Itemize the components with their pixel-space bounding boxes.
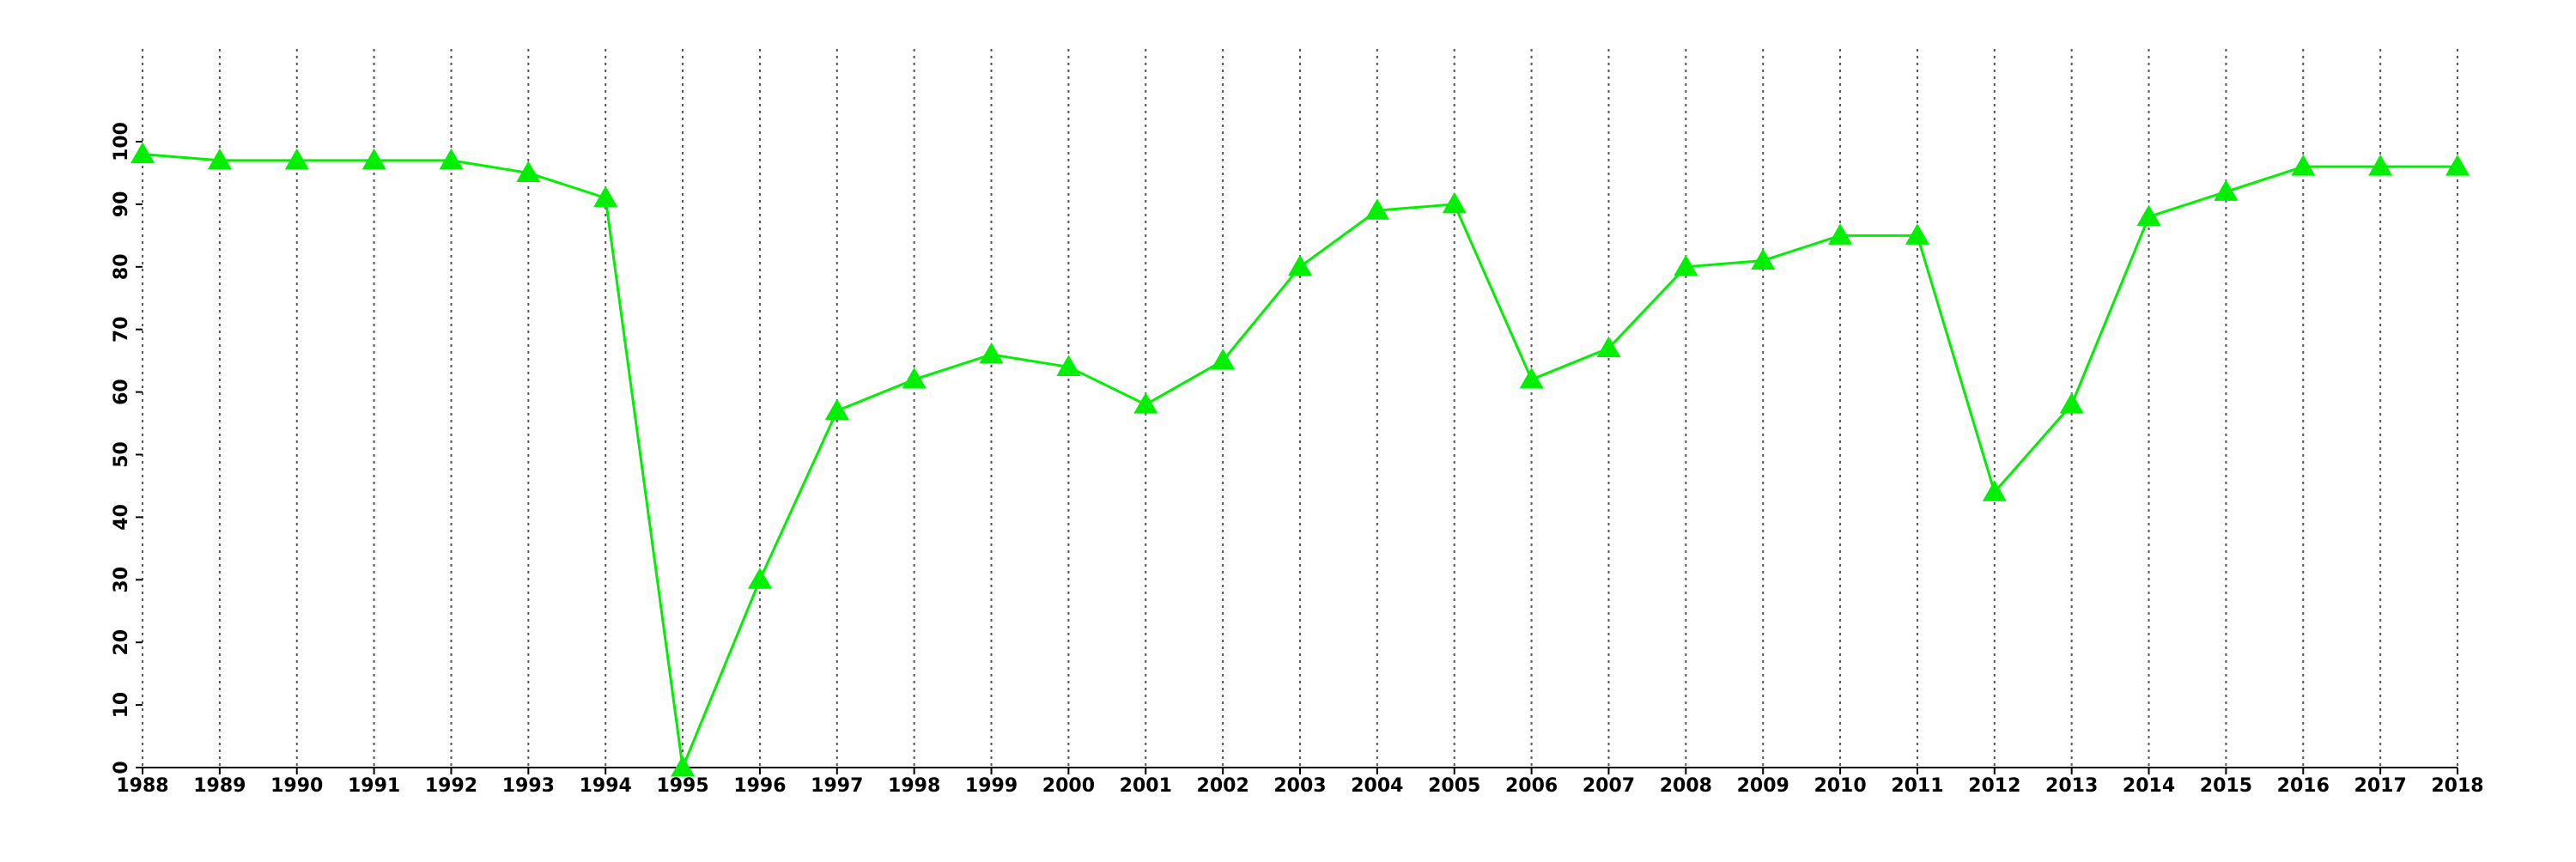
x-tick-label: 1990 [270,775,323,797]
x-tick-label: 2013 [2045,775,2098,797]
y-tick-label: 90 [111,191,132,218]
y-tick-label: 50 [111,441,132,468]
marker [1905,223,1929,245]
y-tick-label: 70 [111,316,132,343]
y-tick-label: 60 [111,379,132,405]
x-tick-label: 2003 [1273,775,1326,797]
marker [439,148,464,170]
x-tick-label: 1991 [348,775,400,797]
x-tick-label: 2015 [2200,775,2252,797]
y-tick-label: 0 [111,761,132,774]
x-tick-label: 1994 [580,775,632,797]
x-tick-label: 2014 [2123,775,2175,797]
marker [131,142,155,164]
x-tick-label: 2002 [1197,775,1249,797]
marker [1288,254,1312,276]
y-tick-label: 30 [111,567,132,593]
x-tick-label: 2018 [2431,775,2483,797]
y-tick-label: 100 [111,122,132,161]
x-tick-label: 2007 [1583,775,1635,797]
marker [1211,349,1236,370]
marker [1056,355,1081,376]
marker [2445,155,2470,176]
y-tick-label: 80 [111,253,132,280]
x-tick-label: 2017 [2354,775,2407,797]
x-tick-label: 1995 [656,775,708,797]
x-tick-label: 1996 [733,775,786,797]
marker [2059,392,2084,414]
x-tick-label: 2004 [1351,775,1403,797]
x-tick-label: 2006 [1505,775,1558,797]
x-tick-label: 2008 [1660,775,1712,797]
x-tick-label: 2005 [1428,775,1480,797]
x-tick-label: 1989 [193,775,246,797]
x-tick-label: 2009 [1737,775,1789,797]
marker [207,148,232,170]
x-tick-label: 1992 [425,775,477,797]
marker [1596,336,1621,358]
y-tick-label: 20 [111,629,132,656]
marker [2214,179,2239,201]
marker [593,185,618,208]
x-tick-label: 2000 [1042,775,1095,797]
marker [2136,204,2161,226]
marker [2368,155,2393,176]
x-tick-label: 1999 [965,775,1018,797]
x-tick-label: 2012 [1968,775,2020,797]
marker [1364,198,1389,220]
marker [1519,367,1544,389]
marker [1982,480,2007,501]
marker [902,367,927,389]
x-tick-label: 1993 [502,775,555,797]
x-tick-label: 2011 [1891,775,1943,797]
marker [1442,191,1467,214]
marker [824,398,849,420]
marker [747,568,772,589]
marker [1751,248,1776,270]
x-tick-label: 2016 [2277,775,2330,797]
marker [1674,254,1698,276]
marker [284,148,309,170]
marker [671,756,696,777]
marker [2291,155,2316,176]
marker [1828,223,1853,245]
marker [979,342,1004,364]
x-tick-label: 1998 [888,775,940,797]
marker [1133,392,1158,414]
marker [516,161,541,182]
x-tick-label: 1988 [116,775,168,797]
x-tick-label: 2010 [1814,775,1866,797]
y-tick-label: 10 [111,692,132,719]
x-tick-label: 1997 [811,775,863,797]
marker [361,148,386,170]
y-tick-label: 40 [111,504,132,531]
x-tick-label: 2001 [1120,775,1172,797]
